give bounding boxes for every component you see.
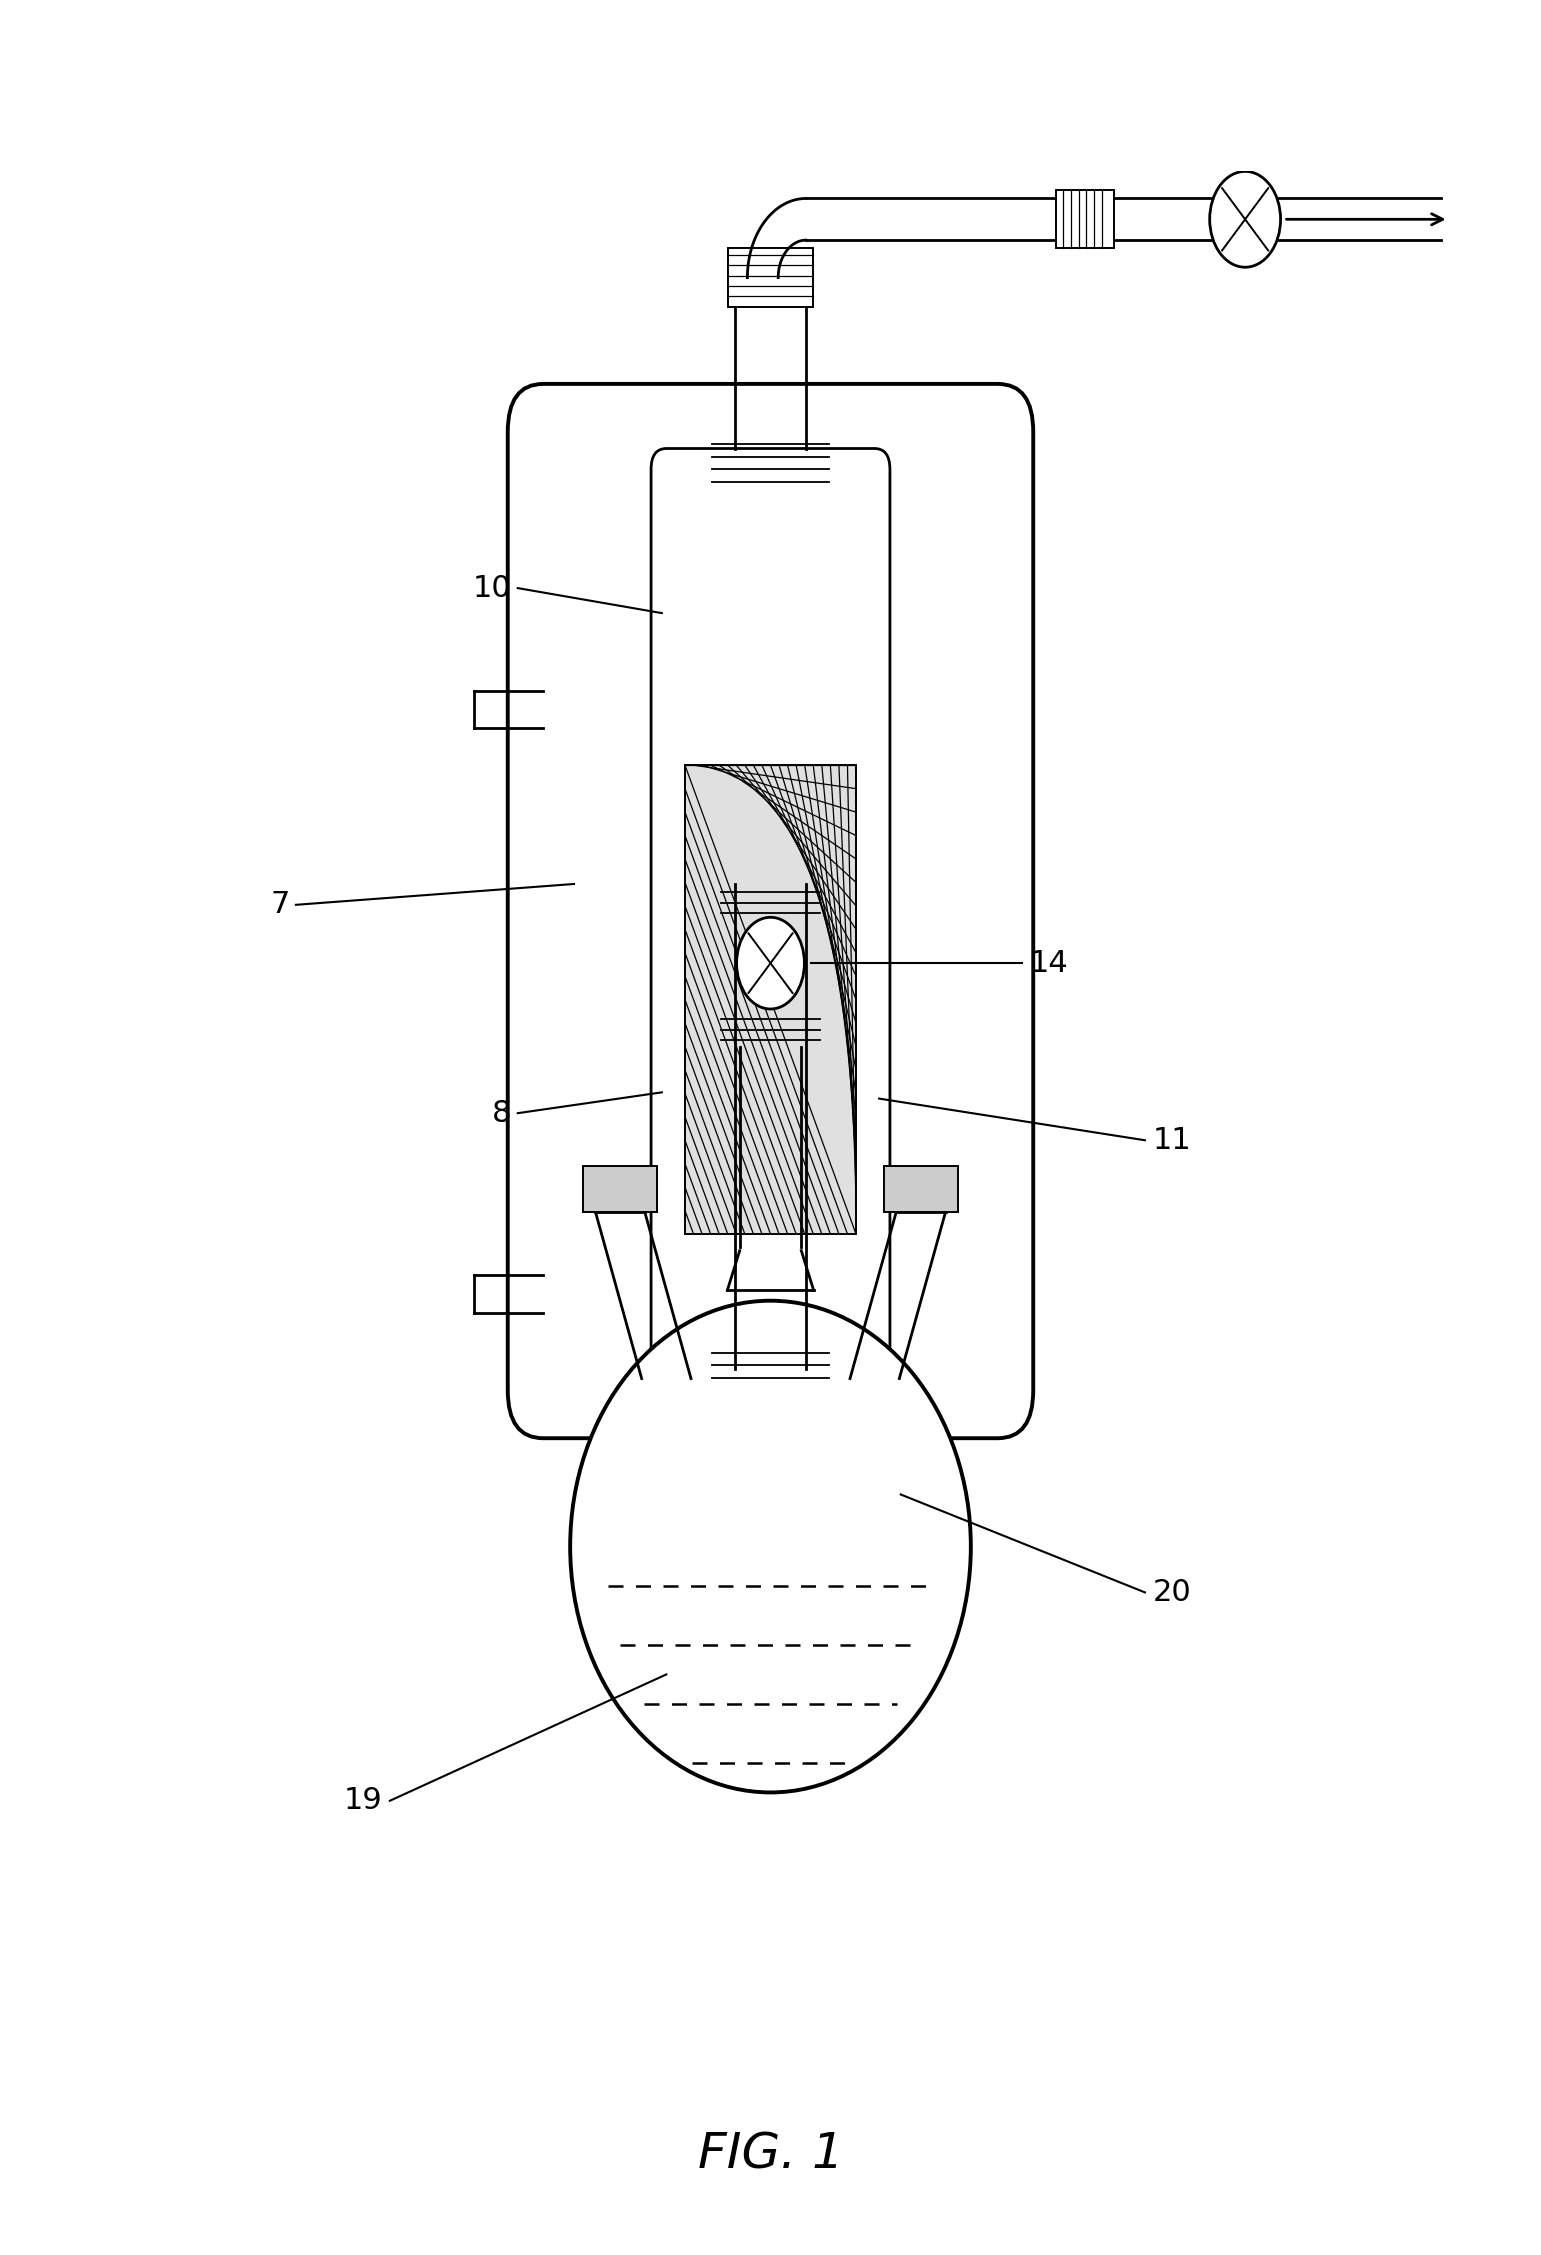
Bar [885, 1166, 959, 1211]
Bar [1056, 189, 1114, 248]
Text: FIG. 1: FIG. 1 [698, 2131, 843, 2178]
Circle shape [1210, 171, 1281, 268]
Bar [582, 1166, 656, 1211]
Text: 20: 20 [1153, 1578, 1191, 1608]
Circle shape [737, 918, 804, 1008]
Text: 19: 19 [344, 1786, 382, 1815]
Text: 11: 11 [1153, 1125, 1191, 1155]
Text: 14: 14 [1029, 949, 1068, 979]
FancyBboxPatch shape [650, 449, 891, 1373]
Ellipse shape [570, 1301, 971, 1793]
FancyBboxPatch shape [507, 383, 1032, 1439]
Bar [684, 764, 857, 1233]
Text: 10: 10 [473, 573, 512, 602]
Bar [727, 248, 814, 307]
Text: 7: 7 [270, 891, 290, 920]
Text: 8: 8 [492, 1098, 512, 1128]
